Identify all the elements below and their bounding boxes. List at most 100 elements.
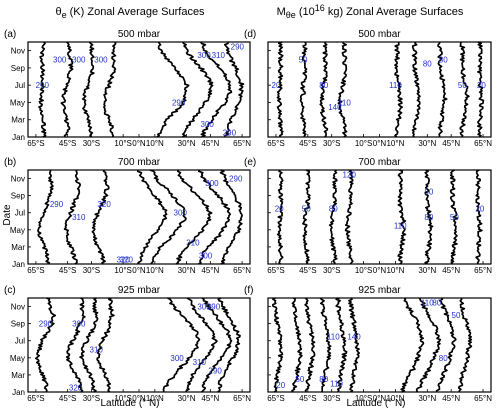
contour-label: 290 (39, 320, 53, 329)
contour-label: 140 (347, 332, 361, 341)
x-tick-label: 65°N (474, 394, 492, 403)
y-tick-label: May (10, 354, 25, 363)
x-axis-label-left: Latitude (° N) (100, 398, 159, 409)
contour-label: 310 (90, 345, 104, 354)
contour-label: 80 (329, 204, 338, 213)
x-tick-label: 45°S (299, 139, 316, 148)
panel-c: (c) 925 mbar Jan Mar May Jul Sep Nov 65°S 45°S 30°… (4, 285, 251, 403)
contour-line (200, 41, 233, 138)
panel-grid: (a) 500 mbar Jan Mar May Jul Sep Nov 65°S 45°S 30°… (4, 29, 492, 403)
panel-label: (f) (244, 285, 253, 296)
panel-title: 500 mbar (118, 29, 161, 40)
x-tick-label: 10°S (114, 139, 131, 148)
x-tick-label: 0°N (373, 394, 387, 403)
contour-label: 290 (229, 175, 243, 184)
y-axis-label: Date (2, 204, 13, 226)
x-tick-label: 10°S (114, 266, 131, 275)
contour-label: 310 (193, 358, 207, 367)
contour-line (437, 41, 448, 137)
contour-line (79, 297, 99, 393)
contour-line (223, 41, 245, 138)
panel-d: (d) 500 mbar 65°S 45°S 30°S 10°S 0°N 10°N 30°N 45… (244, 29, 492, 148)
y-tick-label: Jan (12, 260, 25, 269)
contour-line (136, 169, 168, 265)
x-tick-label: 30°N (178, 394, 196, 403)
contour-label: 120 (343, 170, 357, 179)
contour-line (457, 297, 473, 393)
panel-f: (f) 925 mbar 65°S 45°S 30°S 10°S 0°N 10°N 30°N 45… (244, 285, 492, 403)
contour-line (299, 41, 308, 138)
x-tick-label: 10°N (386, 266, 404, 275)
y-tick-label: Jul (15, 209, 25, 218)
x-tick-label: 30°S (323, 266, 340, 275)
contour-line (319, 41, 329, 138)
x-tick-label: 45°N (201, 139, 219, 148)
contour-line (65, 297, 86, 393)
contour-line (476, 41, 485, 138)
y-tick-label: Jan (12, 133, 25, 142)
x-axis-label-right: Latitude (° N) (346, 398, 405, 409)
x-tick-label: 10°S (114, 394, 131, 403)
y-tick-label: May (10, 226, 25, 235)
contour-label: 300 (94, 55, 108, 64)
contour-label: 300 (53, 55, 67, 64)
x-tick-label: 65°S (27, 266, 44, 275)
contour-line (91, 169, 110, 265)
contour-line (35, 297, 57, 393)
y-tick-label: Jul (15, 81, 25, 90)
contour-label: 310 (72, 213, 86, 222)
x-tick-label: 30°N (418, 266, 436, 275)
contour-label: 300 (199, 251, 213, 260)
contour-line (328, 169, 338, 265)
x-tick-label: 10°S (355, 266, 372, 275)
contour-label: 50 (450, 213, 459, 222)
x-tick-label: 0°N (373, 139, 387, 148)
contour-label: 50 (295, 375, 304, 384)
contour-label: 50 (458, 81, 467, 90)
panel-a: (a) 500 mbar Jan Mar May Jul Sep Nov 65°S 45°S 30°… (4, 29, 251, 148)
contour-line (319, 297, 332, 393)
contour-line (394, 41, 404, 138)
contour-label: 20 (477, 81, 486, 90)
contour-label: 300 (72, 320, 86, 329)
x-tick-label: 0°N (132, 394, 146, 403)
y-tick-label: Jul (15, 337, 25, 346)
x-tick-label: 30°N (418, 394, 436, 403)
contour-label: 300 (197, 51, 211, 60)
x-tick-label: 45°S (59, 139, 76, 148)
contour-line (415, 297, 442, 393)
x-tick-label: 65°S (27, 394, 44, 403)
x-tick-label: 65°N (233, 266, 251, 275)
x-tick-label: 10°N (146, 394, 164, 403)
left-column-title: θe (K) Zonal Average Surfaces (55, 6, 205, 20)
contour-line (475, 169, 483, 265)
contour-label: 20 (475, 204, 484, 213)
panel-label: (d) (244, 29, 256, 40)
x-tick-label: 45°S (299, 266, 316, 275)
contour-line (449, 169, 459, 265)
contour-label: 50 (302, 204, 311, 213)
contour-label: 80 (319, 81, 328, 90)
x-tick-label: 10°S (355, 394, 372, 403)
y-tick-label: Sep (11, 64, 26, 73)
contour-label: 80 (439, 55, 448, 64)
contour-label: 290 (207, 303, 221, 312)
contour-label: 290 (208, 367, 222, 376)
panel-label: (e) (244, 157, 256, 168)
x-tick-label: 30°N (418, 139, 436, 148)
contour-line (397, 169, 407, 265)
panel-label: (c) (4, 285, 16, 296)
contour-line (302, 169, 311, 265)
panel-title: 925 mbar (118, 285, 161, 296)
contour-line (276, 41, 284, 138)
y-tick-label: Jan (12, 388, 25, 397)
contour-label: 320 (97, 200, 111, 209)
contour-label: 290 (50, 200, 64, 209)
contour-line (37, 170, 54, 265)
contour-line (272, 297, 284, 393)
contour-label: 300 (197, 303, 211, 312)
contour-label: 80 (423, 60, 432, 69)
contour-label: 140 (328, 103, 342, 112)
contour-label: 50 (424, 187, 433, 196)
